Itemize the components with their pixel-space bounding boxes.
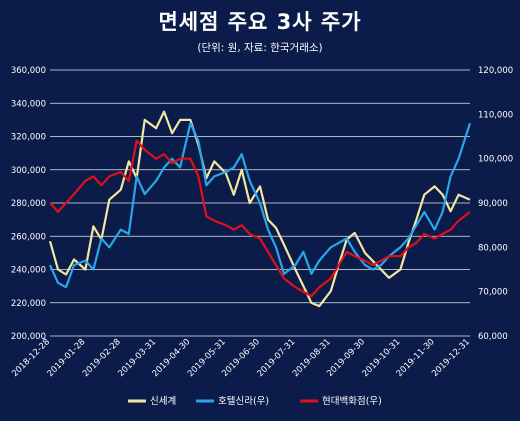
left-tick-label: 260,000 xyxy=(11,232,46,242)
right-tick-label: 90,000 xyxy=(478,199,508,209)
right-axis: 60,000 70,000 80,000 90,000 100,000 110,000 12… xyxy=(478,66,513,342)
series-lines xyxy=(48,110,472,308)
left-tick-label: 280,000 xyxy=(11,199,46,209)
legend: 신세계 호텔신라(우) 현대백화점(우) xyxy=(128,395,382,407)
chart-title: 면세점 주요 3사 주가 xyxy=(158,10,362,34)
series-line-1 xyxy=(48,110,471,308)
chart-subtitle: (단위: 원, 자료: 한국거래소) xyxy=(197,42,323,54)
left-tick-label: 340,000 xyxy=(11,99,46,109)
legend-label: 호텔신라(우) xyxy=(218,395,269,407)
left-axis: 200,000 220,000 240,000 260,000 280,000 300,0… xyxy=(11,66,46,342)
legend-label: 현대백화점(우) xyxy=(322,395,382,407)
right-tick-label: 110,000 xyxy=(478,110,513,120)
right-tick-label: 100,000 xyxy=(478,155,513,165)
right-tick-label: 60,000 xyxy=(478,332,508,342)
left-tick-label: 240,000 xyxy=(11,266,46,276)
legend-label: 신세계 xyxy=(150,395,176,407)
right-tick-label: 120,000 xyxy=(478,66,513,76)
x-tick-label: 2019-12-31 xyxy=(430,337,472,379)
left-tick-label: 200,000 xyxy=(11,332,46,342)
series-line-3 xyxy=(49,139,471,298)
left-tick-label: 220,000 xyxy=(11,299,46,309)
series-line-2 xyxy=(48,122,472,289)
right-tick-label: 80,000 xyxy=(478,243,508,253)
grid-lines xyxy=(50,69,470,337)
left-tick-label: 320,000 xyxy=(11,133,46,143)
right-tick-label: 70,000 xyxy=(478,288,508,298)
left-tick-label: 360,000 xyxy=(11,66,46,76)
x-axis: 2018-12-282019-01-282019-02-282019-03-31… xyxy=(10,337,472,379)
left-tick-label: 300,000 xyxy=(11,166,46,176)
